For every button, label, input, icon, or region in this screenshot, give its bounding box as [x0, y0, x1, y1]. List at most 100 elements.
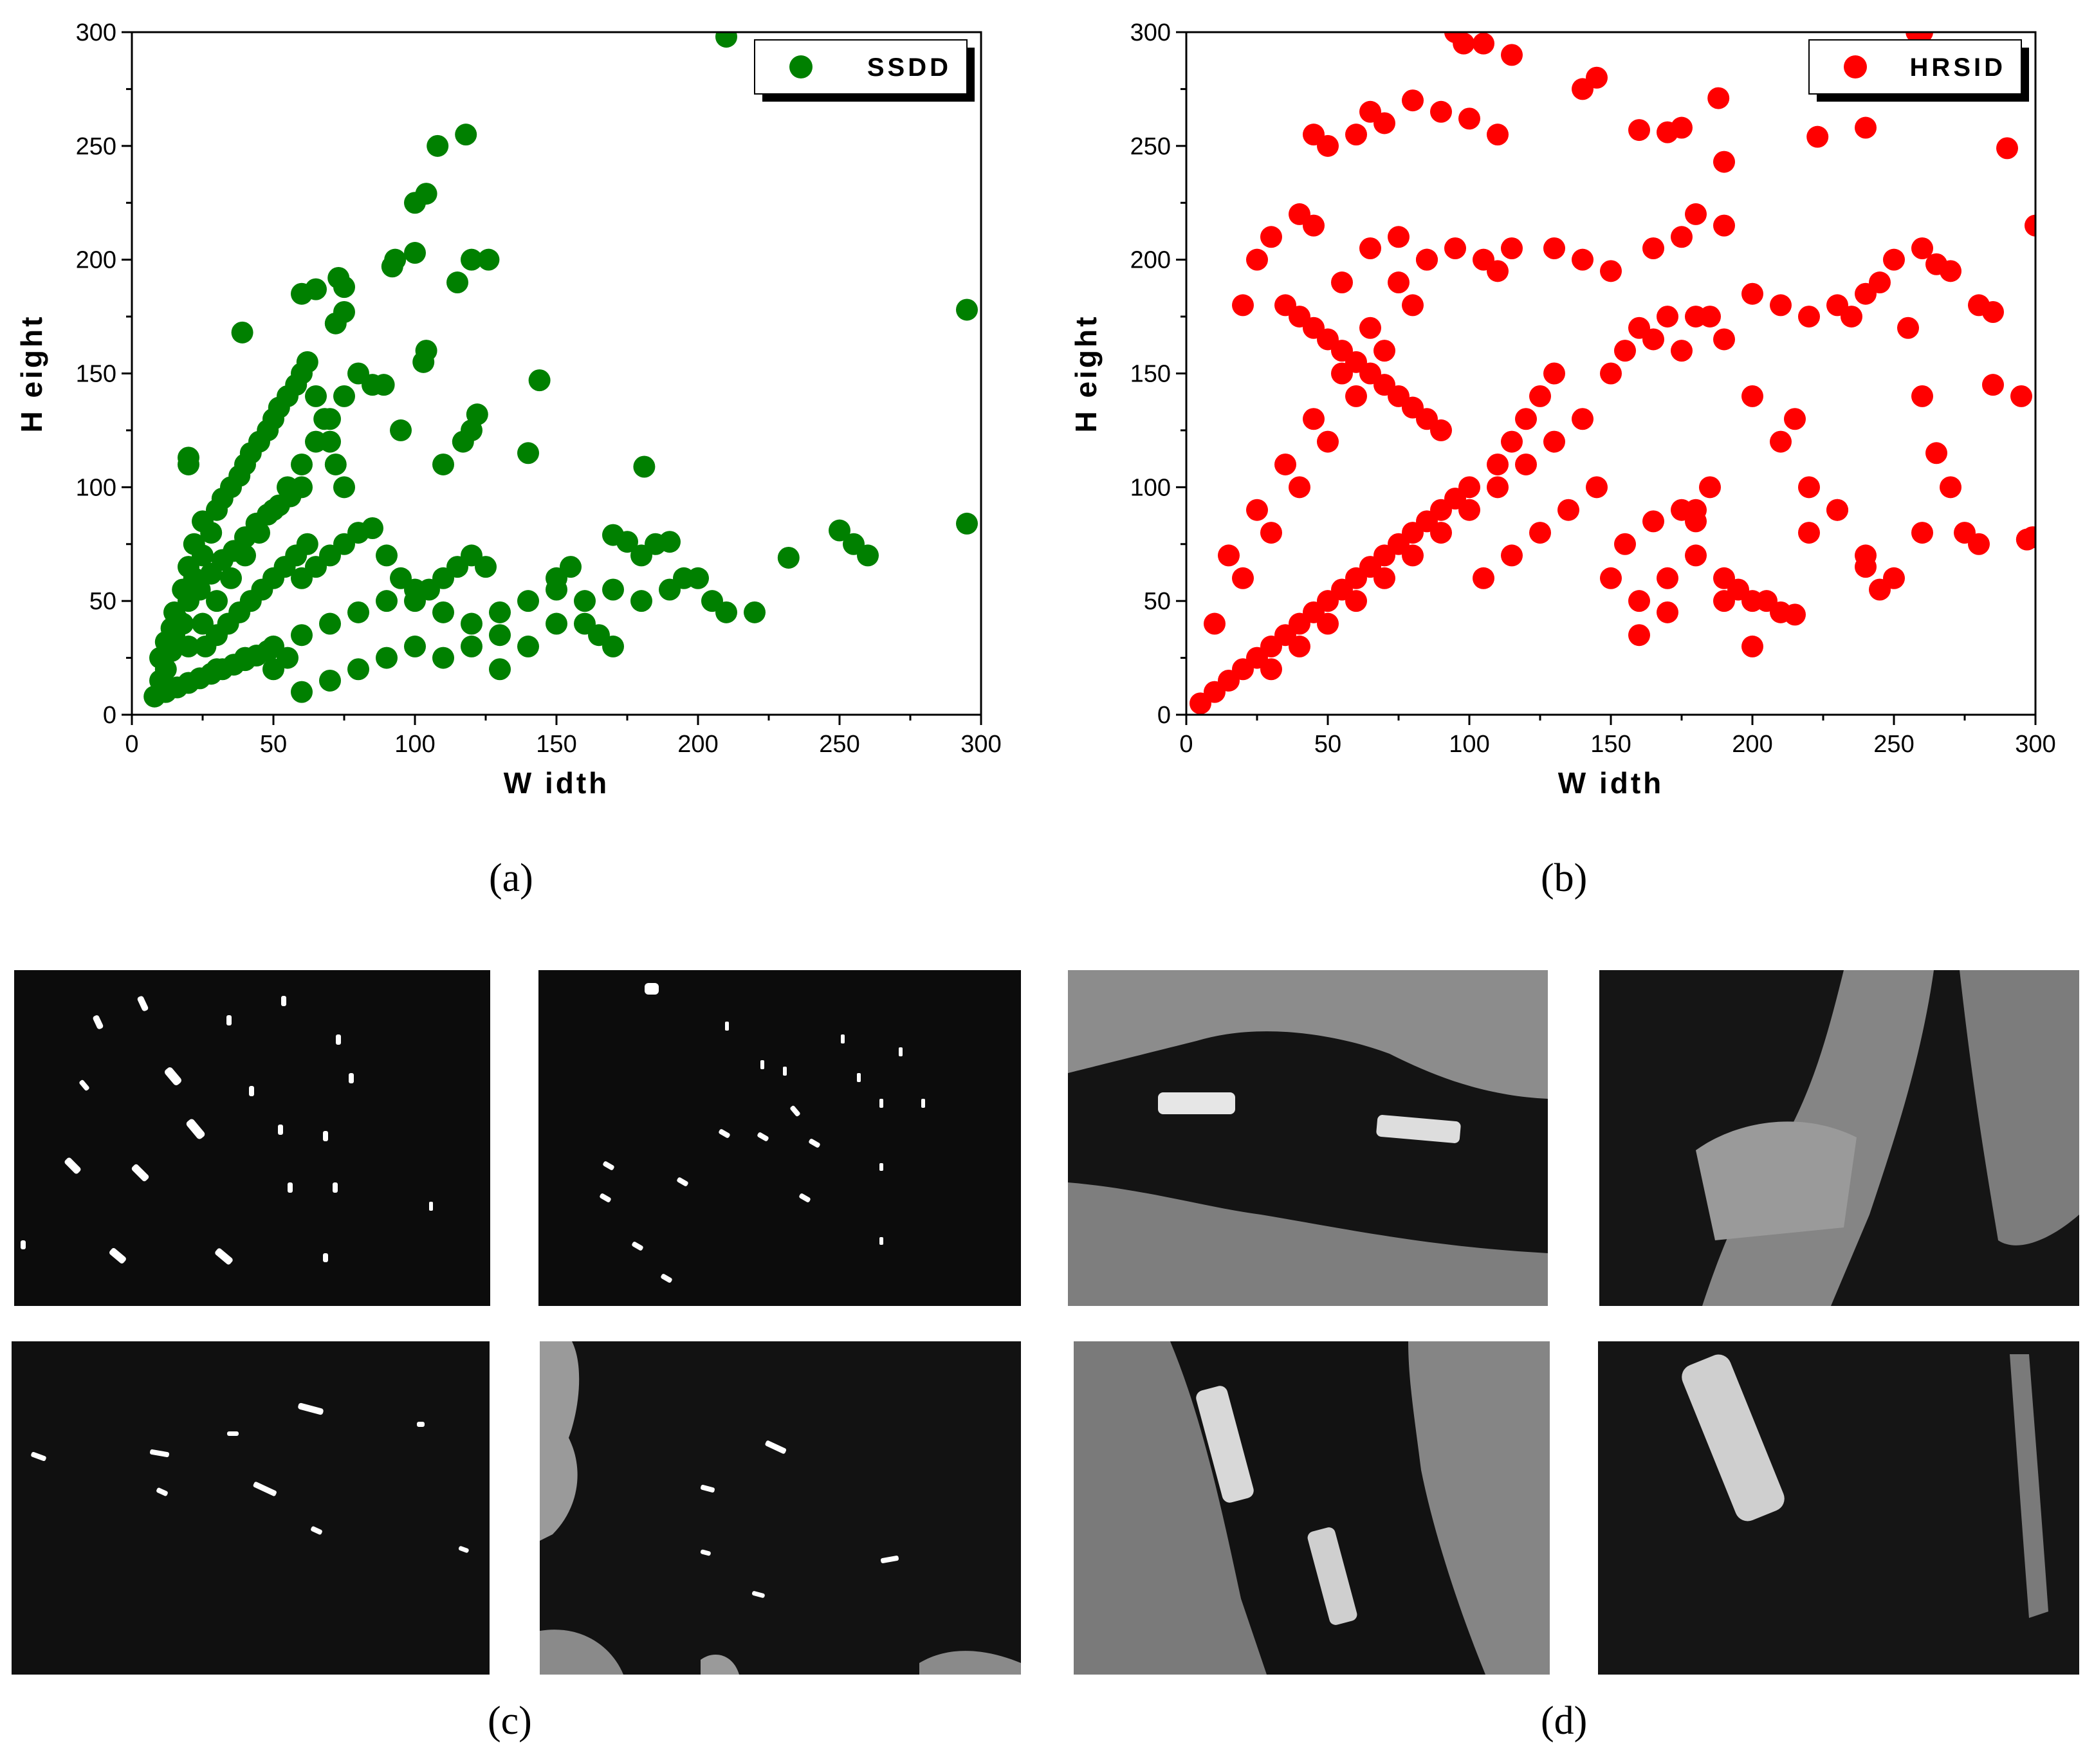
y-tick-label: 250 — [76, 133, 116, 160]
caption-a: (a) — [489, 856, 533, 900]
scatter-point — [291, 453, 313, 475]
x-tick-label: 50 — [260, 731, 287, 758]
legend-box — [1808, 39, 2022, 95]
scatter-point — [1784, 408, 1806, 430]
scatter-point — [1345, 124, 1367, 146]
y-tick-label: 300 — [1130, 19, 1171, 46]
scatter-point — [715, 32, 737, 48]
scatter-point — [1246, 248, 1268, 271]
scatter-point — [1713, 151, 1735, 173]
scatter-point — [2010, 385, 2032, 407]
scatter-point — [319, 612, 341, 635]
scatter-point — [1345, 385, 1367, 407]
scatter-point — [376, 647, 398, 669]
scatter-points — [143, 32, 978, 708]
scatter-point — [427, 134, 449, 157]
scatter-point — [744, 601, 766, 623]
scatter-point — [1274, 453, 1296, 475]
scatter-point — [1232, 294, 1254, 317]
scatter-point — [1388, 226, 1410, 248]
scatter-point — [1458, 499, 1480, 521]
scatter-point — [1289, 476, 1310, 499]
scatter-point — [517, 442, 539, 464]
scatter-point — [2025, 214, 2035, 237]
scatter-point — [1458, 476, 1480, 499]
scatter-point — [1317, 430, 1339, 453]
scatter-point — [183, 533, 205, 555]
scatter-point — [1784, 603, 1806, 626]
sar-image-d3 — [1074, 1341, 1550, 1675]
scatter-point — [777, 546, 800, 569]
scatter-point — [1402, 294, 1424, 317]
scatter-point — [1260, 226, 1282, 248]
legend-label: SSDD — [867, 53, 951, 82]
scatter-point — [166, 608, 188, 630]
scatter-point — [1260, 658, 1282, 681]
scatter-point — [1707, 87, 1730, 109]
scatter-point — [633, 455, 656, 478]
caption-d: (d) — [1541, 1699, 1588, 1743]
scatter-point — [1869, 271, 1891, 294]
sar-image-c2 — [538, 970, 1021, 1306]
scatter-point — [461, 248, 482, 271]
scatter-point — [257, 639, 279, 662]
scatter-point — [1303, 214, 1325, 237]
sar-image-d4-svg — [1598, 1341, 2079, 1675]
scatter-point — [1982, 374, 2004, 396]
scatter-point — [390, 419, 412, 441]
scatter-point — [1614, 533, 1636, 555]
scatter-point — [1614, 340, 1636, 362]
x-tick-label: 300 — [960, 731, 1001, 758]
y-axis-title: H eight — [15, 315, 48, 433]
scatter-point — [1770, 430, 1792, 453]
scatter-point — [1303, 408, 1325, 430]
scatter-point — [404, 635, 426, 657]
y-tick-label: 150 — [76, 361, 116, 388]
y-tick-label: 50 — [89, 588, 116, 615]
sar-image-c3-svg — [12, 1341, 490, 1675]
scatter-point — [1685, 510, 1707, 533]
scatter-point — [602, 578, 624, 601]
sar-image-d2 — [1599, 970, 2079, 1306]
scatter-point — [528, 369, 551, 392]
x-tick-label: 0 — [125, 731, 138, 758]
scatter-point — [178, 446, 199, 469]
scatter-point — [1487, 476, 1509, 499]
scatter-point — [1487, 453, 1509, 475]
scatter-point — [319, 669, 341, 692]
sar-image-d3-svg — [1074, 1341, 1550, 1675]
scatter-point — [1713, 214, 1735, 237]
scatter-point — [291, 624, 313, 647]
sar-image-c2-svg — [538, 970, 1021, 1306]
x-tick-label: 100 — [394, 731, 435, 758]
scatter-point — [324, 453, 347, 475]
scatter-point — [305, 278, 327, 300]
scatter-point — [305, 430, 327, 453]
scatter-point — [602, 635, 624, 657]
scatter-point — [1572, 248, 1594, 271]
scatter-chart-hrsid: 0 50 100 150 200 250 300 0 50 100 150 200 250 300 W id… — [1055, 0, 2085, 836]
scatter-point — [1331, 271, 1353, 294]
caption-b: (b) — [1541, 856, 1588, 900]
scatter-point — [372, 374, 395, 396]
scatter-point — [455, 124, 477, 146]
scatter-point — [1204, 612, 1226, 635]
scatter-point — [1600, 260, 1622, 282]
scatter-point — [489, 601, 511, 623]
sar-image-d2-svg — [1599, 970, 2079, 1306]
scatter-point — [1806, 125, 1829, 148]
scatter-point — [1657, 306, 1678, 328]
scatter-point — [1911, 237, 1933, 259]
x-tick-label: 150 — [536, 731, 576, 758]
x-tick-label: 0 — [1179, 731, 1193, 758]
sar-image-c1-svg — [14, 970, 490, 1306]
scatter-point — [1430, 100, 1452, 123]
scatter-point — [1458, 107, 1480, 130]
scatter-point — [1317, 612, 1339, 635]
scatter-point — [178, 556, 199, 578]
scatter-point — [1359, 237, 1381, 259]
scatter-point — [1218, 544, 1240, 567]
scatter-point — [432, 647, 454, 669]
scatter-point — [333, 276, 355, 299]
sar-image-c4-svg — [540, 1341, 1021, 1675]
